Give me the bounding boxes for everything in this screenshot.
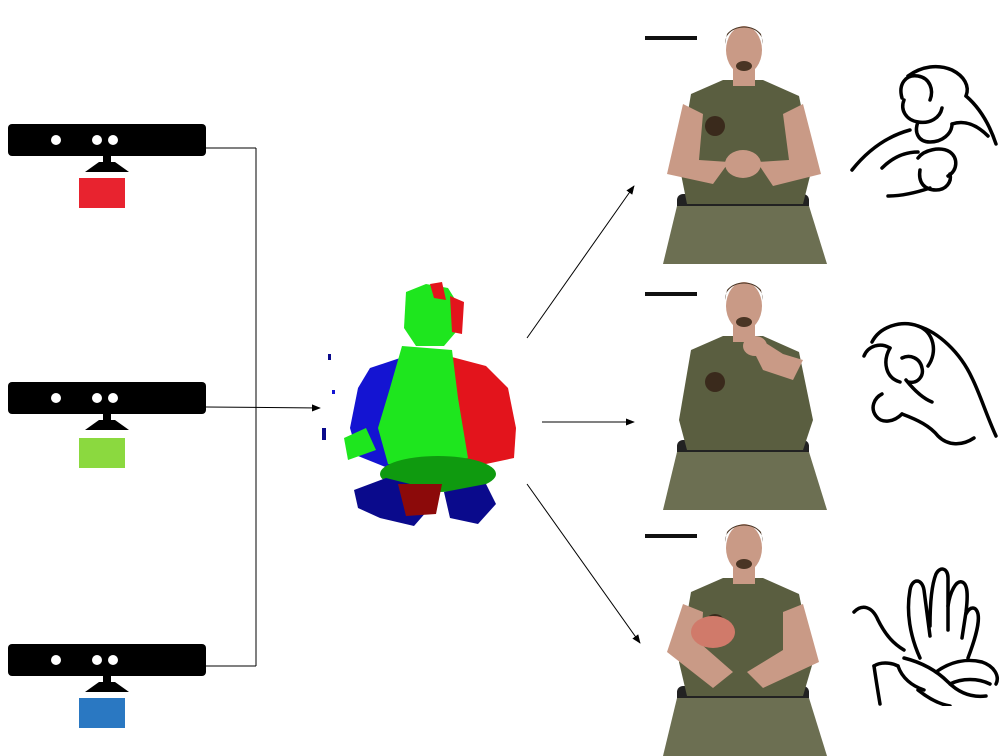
- flat-hands-sign-icon: [852, 567, 999, 706]
- depth-sensor-icon: [8, 644, 206, 692]
- sensor-color-swatch-red: [79, 178, 125, 208]
- view-arrow-bottom: [526, 483, 641, 644]
- fused-point-cloud-icon: [322, 282, 516, 526]
- signer-view-photo-1: [643, 14, 843, 264]
- o-handshape-sign-icon: [862, 321, 998, 446]
- sensor-color-swatch-blue: [79, 698, 125, 728]
- fusion-arrow: [205, 404, 321, 412]
- fist-on-hand-sign-icon: [850, 64, 998, 198]
- signer-view-photo-3: [643, 512, 843, 756]
- signer-view-photo-2: [643, 270, 843, 510]
- view-arrow-top: [526, 185, 635, 339]
- depth-sensor-icon: [8, 124, 206, 172]
- depth-sensor-icon: [8, 382, 206, 430]
- sensor-color-swatch-green: [79, 438, 125, 468]
